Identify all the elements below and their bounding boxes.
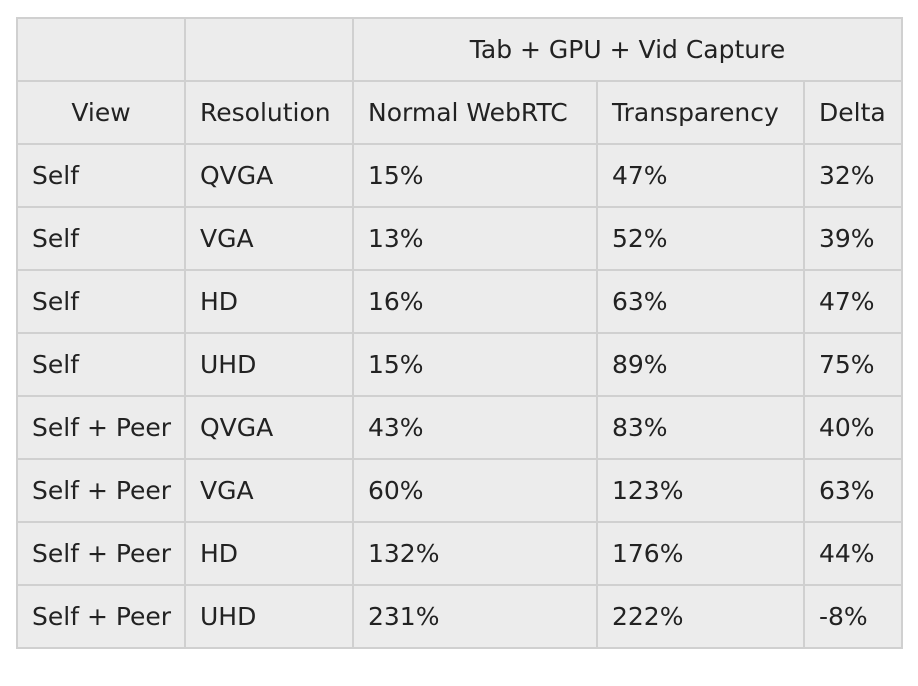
cell-transparency: 89%: [596, 332, 805, 397]
cell-delta: -8%: [803, 584, 903, 649]
column-header-resolution: Resolution: [184, 80, 354, 145]
empty-header-cell: [16, 17, 186, 82]
table-row: Self + Peer HD 132% 176% 44%: [16, 521, 903, 586]
table-row: Self + Peer QVGA 43% 83% 40%: [16, 395, 903, 460]
cell-view: Self: [16, 206, 186, 271]
cell-transparency: 52%: [596, 206, 805, 271]
cell-transparency: 47%: [596, 143, 805, 208]
table-row: Self QVGA 15% 47% 32%: [16, 143, 903, 208]
empty-header-cell: [184, 17, 354, 82]
cell-view: Self: [16, 143, 186, 208]
cell-view: Self + Peer: [16, 521, 186, 586]
cell-resolution: VGA: [184, 206, 354, 271]
column-header-transparency: Transparency: [596, 80, 805, 145]
cell-delta: 40%: [803, 395, 903, 460]
column-header-delta: Delta: [803, 80, 903, 145]
table-row: Self VGA 13% 52% 39%: [16, 206, 903, 271]
column-header-view: View: [16, 80, 186, 145]
cell-delta: 75%: [803, 332, 903, 397]
group-header-cell: Tab + GPU + Vid Capture: [352, 17, 903, 82]
cell-resolution: UHD: [184, 584, 354, 649]
cell-normal-webrtc: 231%: [352, 584, 598, 649]
cell-normal-webrtc: 60%: [352, 458, 598, 523]
cell-normal-webrtc: 16%: [352, 269, 598, 334]
cell-resolution: UHD: [184, 332, 354, 397]
column-header-normal-webrtc: Normal WebRTC: [352, 80, 598, 145]
cell-view: Self: [16, 332, 186, 397]
cell-transparency: 222%: [596, 584, 805, 649]
cell-normal-webrtc: 43%: [352, 395, 598, 460]
cell-delta: 32%: [803, 143, 903, 208]
column-header-row: View Resolution Normal WebRTC Transparen…: [16, 80, 903, 145]
cell-resolution: VGA: [184, 458, 354, 523]
table-row: Self + Peer UHD 231% 222% -8%: [16, 584, 903, 649]
cell-transparency: 123%: [596, 458, 805, 523]
cell-delta: 39%: [803, 206, 903, 271]
cell-normal-webrtc: 15%: [352, 332, 598, 397]
cell-normal-webrtc: 15%: [352, 143, 598, 208]
cell-transparency: 83%: [596, 395, 805, 460]
results-table: Tab + GPU + Vid Capture View Resolution …: [16, 17, 903, 649]
cell-resolution: HD: [184, 521, 354, 586]
cell-normal-webrtc: 13%: [352, 206, 598, 271]
cell-resolution: HD: [184, 269, 354, 334]
cell-view: Self: [16, 269, 186, 334]
cell-view: Self + Peer: [16, 395, 186, 460]
cell-view: Self + Peer: [16, 584, 186, 649]
table-row: Self + Peer VGA 60% 123% 63%: [16, 458, 903, 523]
cell-transparency: 176%: [596, 521, 805, 586]
cell-resolution: QVGA: [184, 143, 354, 208]
cell-delta: 47%: [803, 269, 903, 334]
cell-delta: 63%: [803, 458, 903, 523]
table-row: Self HD 16% 63% 47%: [16, 269, 903, 334]
cell-normal-webrtc: 132%: [352, 521, 598, 586]
cell-transparency: 63%: [596, 269, 805, 334]
cell-view: Self + Peer: [16, 458, 186, 523]
cell-delta: 44%: [803, 521, 903, 586]
results-table-container: Tab + GPU + Vid Capture View Resolution …: [16, 17, 903, 649]
table-row: Self UHD 15% 89% 75%: [16, 332, 903, 397]
cell-resolution: QVGA: [184, 395, 354, 460]
group-header-row: Tab + GPU + Vid Capture: [16, 17, 903, 82]
